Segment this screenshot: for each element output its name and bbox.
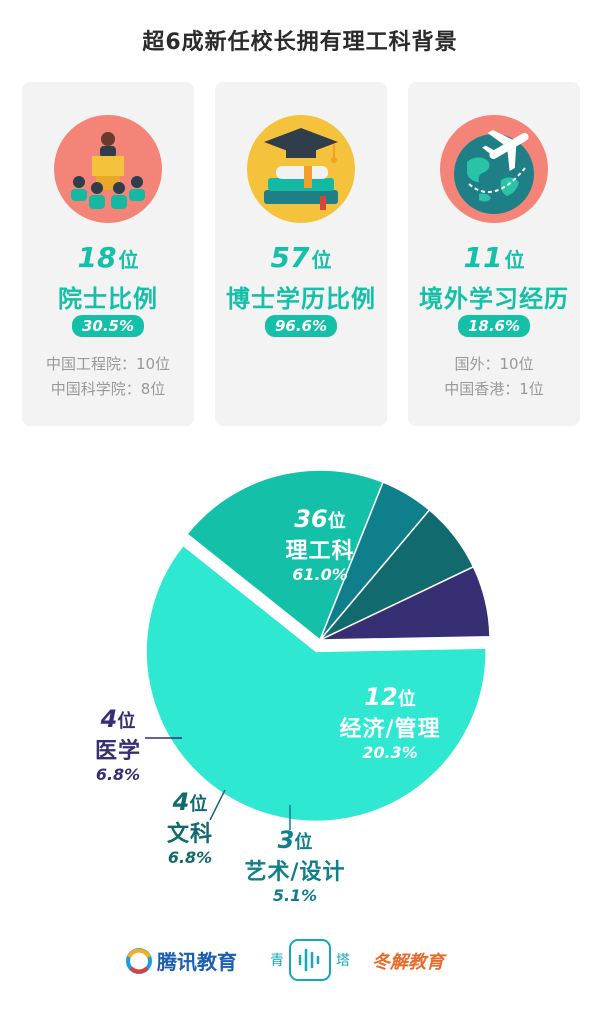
overseas-label: 境外学习经历 — [419, 285, 569, 313]
graduation-cap-books-icon — [246, 114, 356, 224]
slice-label-econ-mgmt: 12位 经济/管理 20.3% — [339, 683, 441, 762]
card-academician: 18 位 院士比例 30.5% 中国工程院：10位 中国科学院：8位 — [22, 82, 194, 426]
slice-label-liberal-arts: 4位 文科 6.8% — [166, 788, 213, 867]
tencent-logo-icon — [126, 947, 152, 974]
qingta-soundwave-icon — [289, 939, 331, 981]
card-overseas: 11 位 境外学习经历 18.6% 国外：10位 中国香港：1位 — [408, 82, 580, 426]
tencent-edu-logo: 腾讯教育 — [125, 946, 237, 975]
academician-percent-badge: 30.5% — [71, 315, 145, 337]
overseas-count: 11 位 — [463, 241, 525, 274]
pie-slice-stem — [145, 544, 487, 823]
slice-label-art-design: 3位 艺术/设计 5.1% — [244, 826, 346, 905]
academician-count: 18 位 — [77, 241, 139, 274]
podium-speaker-icon — [53, 114, 163, 224]
slice-label-medicine: 4位 医学 6.8% — [94, 705, 141, 784]
qingta-logo: 青 塔 — [270, 938, 350, 982]
academician-details: 中国工程院：10位 中国科学院：8位 — [45, 355, 171, 398]
card-phd: 57 位 博士学历比例 96.6% — [215, 82, 387, 426]
footer-logos: 腾讯教育 青 塔 冬解教育 — [0, 938, 600, 988]
phd-count: 57 位 — [270, 241, 332, 274]
overseas-details: 国外：10位 中国香港：1位 — [444, 355, 544, 398]
pie-slice-econ-mgmt — [186, 469, 385, 642]
overseas-percent-badge: 18.6% — [457, 315, 531, 337]
slice-label-stem: 36位 理工科 61.0% — [285, 505, 355, 584]
globe-airplane-icon — [439, 114, 549, 224]
page-title: 超6成新任校长拥有理工科背景 — [142, 30, 458, 55]
academician-label: 院士比例 — [58, 285, 158, 313]
pie-slice-medicine — [319, 565, 491, 641]
dongjie-edu-logo: 冬解教育 — [372, 952, 444, 973]
leader-line-liberal-arts — [209, 789, 226, 821]
phd-percent-badge: 96.6% — [264, 315, 338, 337]
phd-label: 博士学历比例 — [226, 285, 376, 313]
